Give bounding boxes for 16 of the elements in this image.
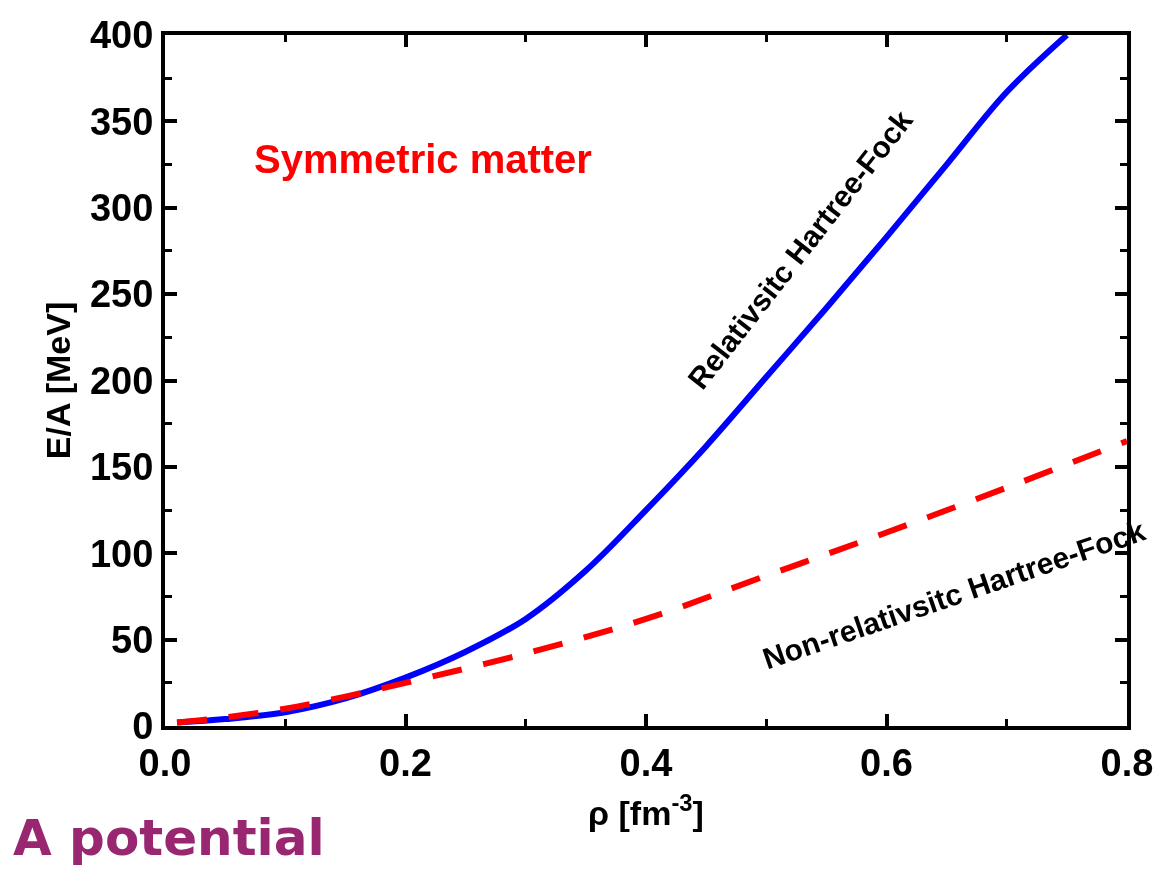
y-tick-label: 100 xyxy=(89,532,154,575)
y-tick-label: 200 xyxy=(89,359,154,402)
x-axis-title: ρ [fm$^{-3}$] xyxy=(588,789,704,833)
y-tick-label: 50 xyxy=(111,618,154,661)
x-tick-label: 0.2 xyxy=(379,741,432,784)
x-tick-label: 0.4 xyxy=(619,741,673,784)
x-tick-label: 0.8 xyxy=(1100,741,1154,784)
y-tick-label: 300 xyxy=(89,187,154,230)
y-tick-label: 150 xyxy=(89,446,154,489)
x-tick-label: 0.6 xyxy=(860,741,913,784)
y-axis-title: E/A [MeV] xyxy=(39,301,78,460)
y-tick-label: 250 xyxy=(89,273,154,316)
y-tick-label: 350 xyxy=(89,100,154,143)
text: A potential xyxy=(13,809,325,867)
annotation: Symmetric matter xyxy=(254,137,592,181)
y-tick-label: 400 xyxy=(89,14,154,57)
